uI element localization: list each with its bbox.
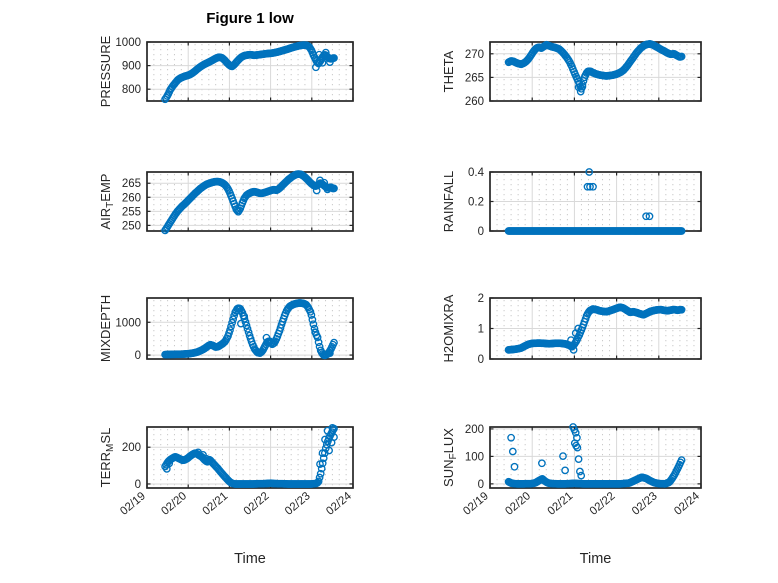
data-series xyxy=(504,40,686,96)
y-tick-label: 1000 xyxy=(115,37,141,49)
y-axis-label: AIRTEMP xyxy=(98,174,116,230)
axes-box xyxy=(489,41,702,102)
x-tick-label: 02/24 xyxy=(672,490,702,518)
y-tick-label: 265 xyxy=(465,72,484,84)
y-axis-label: SUNFLUX xyxy=(441,428,459,487)
y-tick-label: 270 xyxy=(465,49,484,61)
y-axis-label: H2OMIXRA xyxy=(441,294,456,362)
subplot-terr-msl: 0 200 02/19 02/20 02/21 02/22 02/23 02/24 TERRMS… xyxy=(98,424,354,518)
figure-title: Figure 1 low xyxy=(206,10,294,27)
axes-box xyxy=(146,171,354,232)
data-series xyxy=(504,423,686,488)
data-series xyxy=(504,303,686,354)
x-tick-label: 02/22 xyxy=(242,490,272,518)
axes-box xyxy=(146,297,354,360)
y-tick-label: 1 xyxy=(478,324,484,336)
y-tick-label: 0 xyxy=(135,350,141,362)
y-tick-label: 200 xyxy=(465,424,484,436)
axes-box xyxy=(146,41,354,102)
subplot-theta: 260 265 270 THETA xyxy=(441,40,702,108)
x-tick-label: 02/21 xyxy=(546,490,576,518)
x-tick-label: 02/19 xyxy=(118,490,148,518)
x-tick-label: 02/20 xyxy=(503,490,533,518)
y-tick-label: 0 xyxy=(135,479,141,491)
subplot-air-temp: 250 255 260 265 AIRTEMP xyxy=(98,170,354,235)
y-tick-label: 0 xyxy=(478,354,484,366)
x-axis-label-right: Time xyxy=(579,551,612,567)
y-tick-label: 255 xyxy=(122,206,141,218)
y-tick-label: 260 xyxy=(465,96,484,108)
y-tick-label: 0.4 xyxy=(468,167,485,179)
x-tick-label: 02/23 xyxy=(283,490,313,518)
y-axis-label: PRESSURE xyxy=(98,35,113,107)
y-axis-label: RAINFALL xyxy=(441,171,456,232)
y-tick-label: 0 xyxy=(478,226,484,238)
y-tick-label: 900 xyxy=(122,61,141,73)
data-series xyxy=(161,41,338,104)
x-axis-label-left: Time xyxy=(234,551,266,567)
x-tick-label: 02/24 xyxy=(324,490,354,518)
data-series xyxy=(161,170,338,235)
y-axis-label: MIXDEPTH xyxy=(98,295,113,362)
y-tick-label: 100 xyxy=(465,451,484,463)
x-tick-label: 02/19 xyxy=(461,490,491,518)
y-tick-label: 1000 xyxy=(115,317,141,329)
data-series xyxy=(161,299,338,360)
subplot-sun-flux: 0 100 200 02/19 02/20 02/21 02/22 02/23 02/24 SUN… xyxy=(441,423,702,518)
y-tick-label: 200 xyxy=(122,442,141,454)
y-tick-label: 800 xyxy=(122,84,141,96)
data-series xyxy=(161,424,338,488)
x-tick-label: 02/23 xyxy=(630,490,660,518)
y-tick-label: 265 xyxy=(122,178,141,190)
subplot-h2omixra: 0 1 2 H2OMIXRA xyxy=(441,293,702,366)
y-tick-label: 260 xyxy=(122,192,141,204)
y-tick-label: 0 xyxy=(478,479,484,491)
x-tick-label: 02/22 xyxy=(588,490,618,518)
x-tick-label: 02/20 xyxy=(159,490,189,518)
y-tick-label: 0.2 xyxy=(468,197,484,209)
axes-box xyxy=(146,426,354,489)
y-axis-label: THETA xyxy=(441,50,456,92)
x-tick-label: 02/21 xyxy=(201,490,231,518)
y-tick-label: 250 xyxy=(122,220,141,232)
data-series xyxy=(504,168,686,235)
y-axis-label: TERRMSL xyxy=(98,428,116,488)
axes-box xyxy=(489,426,702,489)
y-tick-label: 2 xyxy=(478,293,484,305)
subplot-rainfall: 0 0.2 0.4 RAINFALL xyxy=(441,167,702,238)
